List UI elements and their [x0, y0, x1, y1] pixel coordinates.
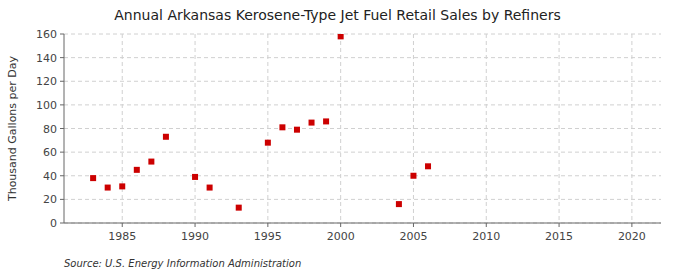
grid-line: [64, 34, 661, 35]
grid-line: [559, 34, 560, 223]
point: [396, 201, 402, 207]
grid-line: [413, 34, 414, 223]
tick: [60, 223, 64, 224]
x-axis-line: [64, 223, 661, 224]
point: [163, 134, 169, 140]
grid-line: [122, 34, 123, 223]
grid-line: [340, 34, 341, 223]
tick: [60, 81, 64, 82]
point: [192, 174, 198, 180]
point: [323, 118, 329, 124]
tick-label: 20: [43, 193, 57, 206]
tick-label: 160: [36, 28, 57, 41]
grid-line: [64, 175, 661, 176]
tick-label: 0: [50, 217, 57, 230]
tick-label: 80: [43, 123, 57, 136]
point: [338, 34, 344, 39]
tick: [60, 57, 64, 58]
grid-line: [64, 152, 661, 153]
point: [425, 163, 431, 169]
y-axis-label: Thousand Gallons per Day: [6, 55, 19, 202]
tick-label: 1985: [108, 230, 136, 243]
tick: [340, 223, 341, 227]
tick: [122, 223, 123, 227]
grid: [64, 34, 661, 223]
point: [236, 205, 242, 211]
point: [265, 140, 271, 146]
grid-line: [64, 128, 661, 129]
tick-label: 1995: [254, 230, 282, 243]
tick: [60, 34, 64, 35]
tick: [60, 175, 64, 176]
grid-line: [195, 34, 196, 223]
grid-line: [267, 34, 268, 223]
grid-line: [64, 199, 661, 200]
point: [309, 120, 315, 126]
tick: [60, 128, 64, 129]
tick-label: 40: [43, 170, 57, 183]
tick-label: 60: [43, 146, 57, 159]
grid-line: [486, 34, 487, 223]
point: [410, 173, 416, 179]
points: [90, 34, 431, 211]
tick-label: 2015: [545, 230, 573, 243]
point: [134, 167, 140, 173]
chart: Annual Arkansas Kerosene-Type Jet Fuel R…: [0, 0, 675, 275]
tick-label: 120: [36, 75, 57, 88]
point: [148, 159, 154, 165]
title: Annual Arkansas Kerosene-Type Jet Fuel R…: [114, 7, 560, 23]
tick: [195, 223, 196, 227]
tick-label: 2020: [618, 230, 646, 243]
tick-label: 2005: [399, 230, 427, 243]
tick-label: 140: [36, 52, 57, 65]
point: [119, 183, 125, 189]
tick-label: 2000: [327, 230, 355, 243]
grid-line: [64, 223, 661, 224]
tick: [559, 223, 560, 227]
point: [207, 185, 213, 191]
y-axis-line: [64, 34, 65, 223]
tick-label: 2010: [472, 230, 500, 243]
tick: [631, 223, 632, 227]
source-note: Source: U.S. Energy Information Administ…: [64, 258, 301, 269]
tick: [486, 223, 487, 227]
tick: [60, 104, 64, 105]
grid-line: [64, 104, 661, 105]
point: [279, 124, 285, 130]
axes: 0 20 40 60 80 100 120 140 160 1985 1990 1995 2000 200…: [36, 28, 661, 243]
tick-label: 1990: [181, 230, 209, 243]
point: [294, 127, 300, 133]
point: [90, 175, 96, 181]
tick-label: 100: [36, 99, 57, 112]
tick: [60, 152, 64, 153]
grid-line: [631, 34, 632, 223]
tick: [267, 223, 268, 227]
point: [105, 185, 111, 191]
grid-line: [64, 81, 661, 82]
tick: [60, 199, 64, 200]
grid-line: [64, 57, 661, 58]
tick: [413, 223, 414, 227]
